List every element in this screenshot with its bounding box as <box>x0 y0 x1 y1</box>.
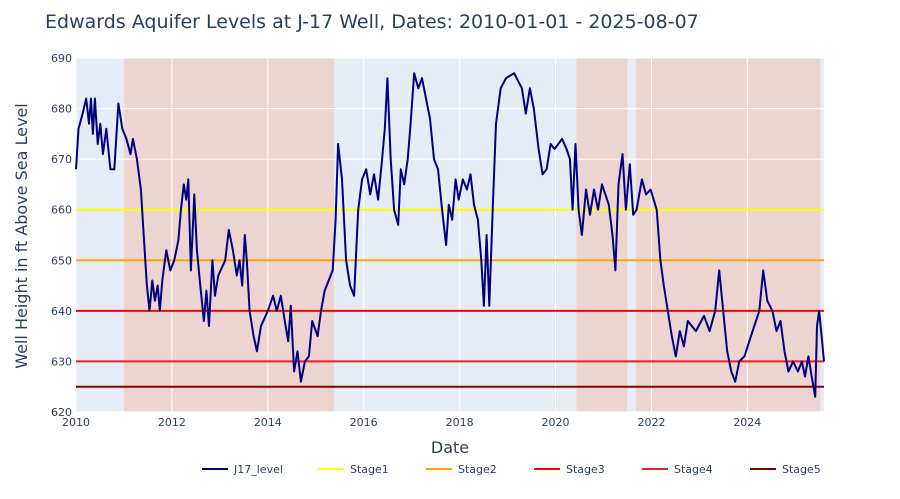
legend-item-j17_level[interactable]: J17_level <box>202 463 283 476</box>
series-line-j17_level <box>75 72 825 398</box>
y-tick-label: 670 <box>51 153 72 166</box>
y-tick-label: 660 <box>51 204 72 217</box>
y-axis-label: Well Height in ft Above Sea Level <box>12 103 31 368</box>
legend-item-stage3[interactable]: Stage3 <box>534 463 605 476</box>
y-tick-label: 640 <box>51 305 72 318</box>
legend-label: Stage3 <box>566 463 605 476</box>
y-tick-label: 620 <box>51 406 72 419</box>
y-tick-label: 630 <box>51 355 72 368</box>
x-tick-label: 2020 <box>541 416 569 429</box>
x-tick-label: 2014 <box>254 416 282 429</box>
chart-title: Edwards Aquifer Levels at J-17 Well, Dat… <box>45 11 699 33</box>
x-tick-label: 2018 <box>446 416 474 429</box>
plot-area[interactable] <box>75 57 825 413</box>
x-tick-label: 2024 <box>733 416 761 429</box>
legend-item-stage2[interactable]: Stage2 <box>426 463 497 476</box>
x-tick-label: 2012 <box>158 416 186 429</box>
legend-label: Stage1 <box>350 463 389 476</box>
legend-item-stage1[interactable]: Stage1 <box>318 463 389 476</box>
legend-label: Stage2 <box>458 463 497 476</box>
legend-label: Stage5 <box>782 463 821 476</box>
drought-region-3 <box>576 58 628 412</box>
y-tick-label: 690 <box>51 52 72 65</box>
legend-label: J17_level <box>233 463 283 476</box>
y-tick-label: 680 <box>51 103 72 116</box>
legend-item-stage4[interactable]: Stage4 <box>642 463 713 476</box>
legend: J17_level Stage1 Stage2 Stage3 Stage4 Stage5 <box>202 463 821 476</box>
x-axis-label: Date <box>431 438 469 457</box>
y-tick-label: 650 <box>51 254 72 267</box>
legend-label: Stage4 <box>674 463 713 476</box>
x-tick-label: 2022 <box>637 416 665 429</box>
x-tick-label: 2016 <box>350 416 378 429</box>
x-tick-label: 2010 <box>62 416 90 429</box>
legend-item-stage5[interactable]: Stage5 <box>750 463 821 476</box>
